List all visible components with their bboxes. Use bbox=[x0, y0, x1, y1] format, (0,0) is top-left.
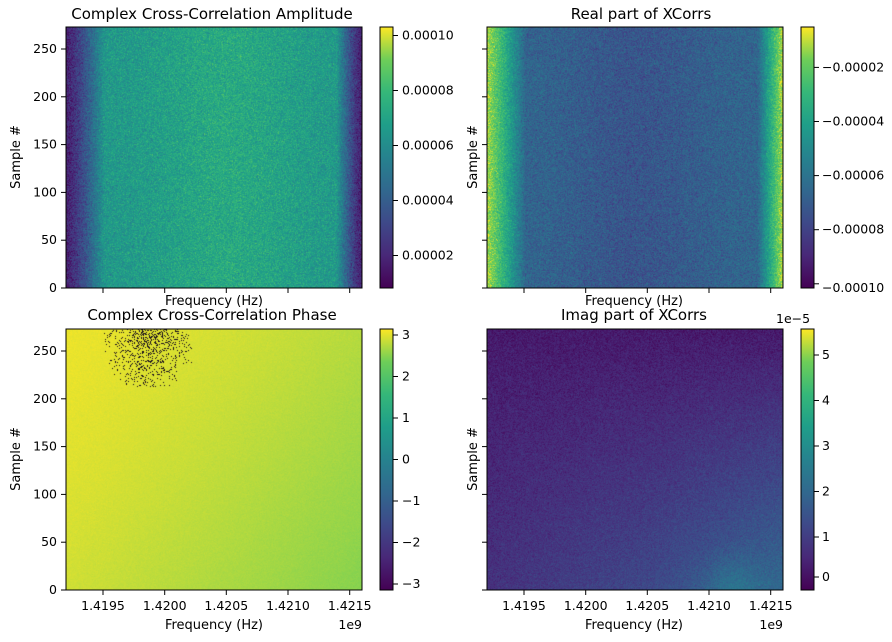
y-axis-label: Sample # bbox=[9, 427, 24, 491]
chart-title-phase: Complex Cross-Correlation Phase bbox=[87, 306, 336, 324]
y-tick-label: 200 bbox=[33, 89, 57, 104]
colorbar-tick-label: −0.00006 bbox=[822, 168, 884, 183]
colorbar-scale-label: 1e−5 bbox=[776, 311, 810, 326]
y-tick-label: 250 bbox=[33, 41, 57, 56]
colorbar-real: −0.00002 −0.00004 −0.00006 −0.00008 −0.0… bbox=[800, 26, 884, 295]
y-tick-label: 100 bbox=[33, 486, 57, 501]
panel-amplitude: Complex Cross-Correlation Amplitude 0 50… bbox=[9, 5, 454, 309]
y-tick-label: 50 bbox=[41, 232, 57, 247]
x-offset-label: 1e9 bbox=[338, 617, 362, 632]
y-tick-label: 50 bbox=[41, 534, 57, 549]
x-axis-label: Frequency (Hz) bbox=[165, 618, 263, 633]
x-tick-label: 1.4205 bbox=[625, 598, 669, 613]
colorbar-tick-label: 3 bbox=[402, 327, 410, 342]
heatmap-imag bbox=[487, 329, 783, 590]
panel-imag: Imag part of XCorrs Sample # 1.4195 1.42… bbox=[466, 306, 830, 633]
colorbar-tick-label: −3 bbox=[402, 576, 420, 591]
x-offset-label: 1e9 bbox=[759, 617, 783, 632]
colorbar-tick-label: 5 bbox=[822, 347, 830, 362]
colorbar-tick-label: 0.00002 bbox=[402, 248, 454, 263]
colorbar-tick-label: 1 bbox=[822, 529, 830, 544]
colorbar-tick-label: −0.00002 bbox=[822, 59, 884, 74]
colorbar-tick-label: 4 bbox=[822, 393, 830, 408]
panel-real: Real part of XCorrs Sample # Frequency (… bbox=[466, 5, 884, 309]
heatmap-real bbox=[487, 27, 783, 288]
colorbar-phase: 3 2 1 0 −1 −2 −3 bbox=[379, 327, 420, 591]
colorbar-tick-label: 0 bbox=[822, 569, 830, 584]
colorbar-tick-label: 2 bbox=[822, 484, 830, 499]
y-tick-label: 250 bbox=[33, 343, 57, 358]
x-tick-label: 1.4215 bbox=[749, 598, 793, 613]
y-axis-amplitude: 0 50 100 150 200 250 Sample # bbox=[9, 41, 66, 295]
chart-title-real: Real part of XCorrs bbox=[571, 5, 712, 23]
x-axis-label: Frequency (Hz) bbox=[585, 618, 683, 633]
plot-frame bbox=[486, 328, 784, 591]
colorbar-tick-label: 0 bbox=[402, 452, 410, 467]
x-tick-label: 1.4195 bbox=[81, 598, 125, 613]
y-tick-label: 150 bbox=[33, 137, 57, 152]
y-tick-label: 0 bbox=[49, 582, 57, 597]
y-ticks-imag bbox=[482, 350, 487, 591]
colorbar-tick-label: −0.00004 bbox=[822, 114, 884, 129]
y-tick-label: 100 bbox=[33, 184, 57, 199]
x-axis-label: Frequency (Hz) bbox=[585, 294, 683, 309]
y-ticks-real bbox=[482, 48, 487, 289]
colorbar-tick-label: −0.00008 bbox=[822, 222, 884, 237]
heatmap-phase bbox=[66, 329, 362, 590]
x-ticks-real bbox=[523, 288, 772, 293]
colorbar-tick-label: 0.00010 bbox=[402, 28, 454, 43]
x-axis-label: Frequency (Hz) bbox=[165, 294, 263, 309]
x-tick-label: 1.4205 bbox=[204, 598, 248, 613]
colorbar-tick-label: 3 bbox=[822, 438, 830, 453]
colorbar-tick-label: 0.00004 bbox=[402, 193, 454, 208]
x-tick-label: 1.4215 bbox=[328, 598, 372, 613]
x-axis-phase: 1.4195 1.4200 1.4205 1.4210 1.4215 1e9 F… bbox=[81, 590, 372, 633]
y-tick-label: 0 bbox=[49, 280, 57, 295]
colorbar-tick-label: −0.00010 bbox=[822, 280, 884, 295]
colorbar-amplitude: 0.00002 0.00004 0.00006 0.00008 0.00010 bbox=[379, 26, 454, 289]
colorbar-tick-label: −1 bbox=[402, 493, 420, 508]
x-axis-imag: 1.4195 1.4200 1.4205 1.4210 1.4215 1e9 F… bbox=[502, 590, 793, 633]
y-tick-label: 200 bbox=[33, 391, 57, 406]
x-tick-label: 1.4200 bbox=[143, 598, 187, 613]
colorbar-imag: 1e−5 5 4 3 2 1 0 bbox=[776, 311, 830, 591]
x-tick-label: 1.4200 bbox=[564, 598, 608, 613]
plot-frame bbox=[65, 26, 363, 289]
y-axis-label: Sample # bbox=[9, 125, 24, 189]
y-axis-phase: 0 50 100 150 200 250 Sample # bbox=[9, 343, 66, 597]
colorbar-tick-label: 1 bbox=[402, 410, 410, 425]
y-axis-label: Sample # bbox=[466, 125, 481, 189]
x-tick-label: 1.4210 bbox=[687, 598, 731, 613]
x-ticks-amplitude bbox=[102, 288, 351, 293]
y-tick-label: 150 bbox=[33, 439, 57, 454]
colorbar-tick-label: 2 bbox=[402, 369, 410, 384]
x-tick-label: 1.4210 bbox=[266, 598, 310, 613]
x-tick-label: 1.4195 bbox=[502, 598, 546, 613]
panel-phase: Complex Cross-Correlation Phase 0 50 100… bbox=[9, 306, 420, 633]
y-axis-label: Sample # bbox=[466, 427, 481, 491]
colorbar-tick-label: 0.00008 bbox=[402, 83, 454, 98]
chart-title-imag: Imag part of XCorrs bbox=[561, 306, 707, 324]
plot-frame bbox=[65, 328, 363, 591]
plot-frame bbox=[486, 26, 784, 289]
colorbar-tick-label: 0.00006 bbox=[402, 138, 454, 153]
heatmap-amplitude bbox=[66, 27, 362, 288]
chart-title-amplitude: Complex Cross-Correlation Amplitude bbox=[71, 5, 352, 23]
colorbar-tick-label: −2 bbox=[402, 535, 420, 550]
